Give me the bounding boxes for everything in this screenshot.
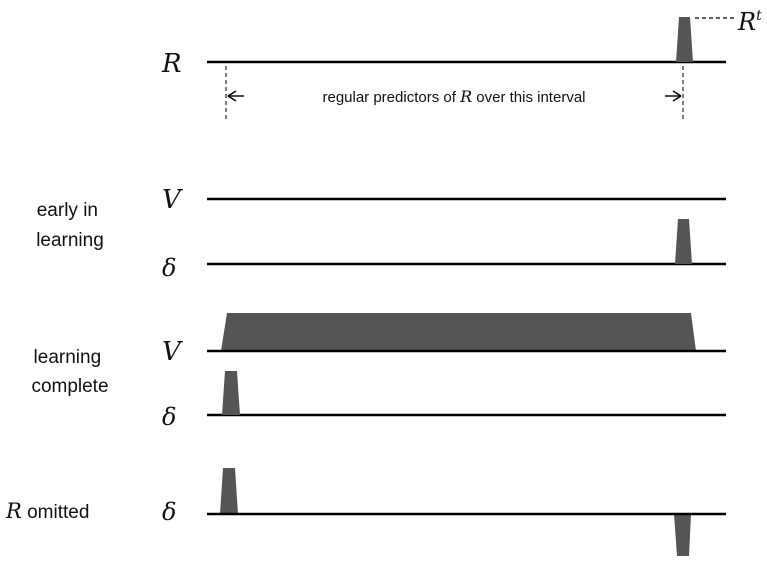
interval-right-arrow bbox=[665, 90, 682, 102]
condition-complete-label: learning complete bbox=[31, 347, 108, 397]
complete-value-plateau bbox=[221, 313, 696, 351]
omitted-delta-positive-pulse bbox=[220, 468, 238, 514]
early-delta-pulse bbox=[675, 219, 692, 264]
interval-caption: regular predictors of R over this interv… bbox=[322, 87, 585, 106]
condition-early-label: early in learning bbox=[36, 200, 104, 251]
complete-delta-pulse bbox=[222, 371, 240, 415]
condition-omitted-label: R omitted bbox=[5, 499, 89, 523]
reward-axis-label: R bbox=[161, 49, 182, 79]
omitted-delta-negative-pulse bbox=[674, 514, 691, 556]
complete-value-label: V bbox=[162, 337, 183, 367]
reward-pulse bbox=[676, 17, 693, 62]
early-delta-label: δ bbox=[162, 254, 176, 282]
interval-left-arrow bbox=[227, 90, 244, 102]
early-value-label: V bbox=[162, 185, 183, 215]
complete-delta-label: δ bbox=[162, 403, 176, 431]
omitted-delta-label: δ bbox=[162, 498, 176, 526]
reward-annotation: Rt bbox=[737, 8, 762, 36]
